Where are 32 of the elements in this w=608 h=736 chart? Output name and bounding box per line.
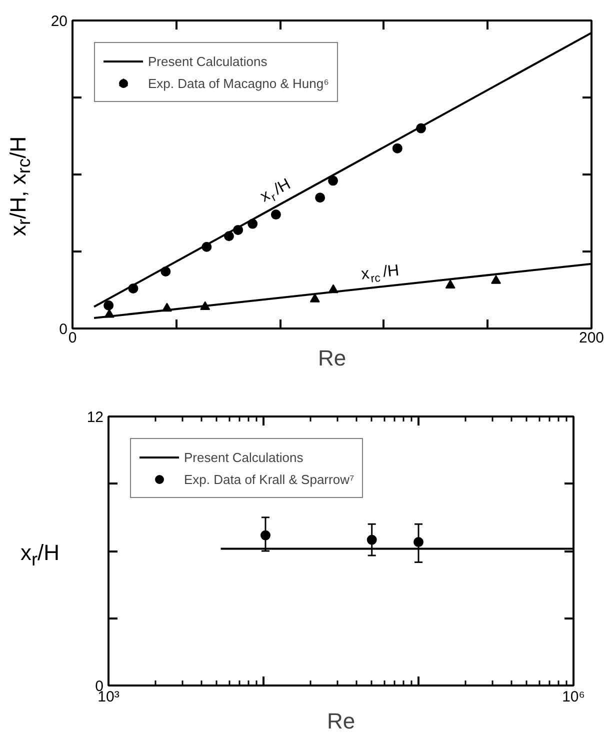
point	[416, 123, 426, 134]
y-tick-label: 12	[86, 409, 104, 426]
point	[328, 284, 338, 294]
point	[310, 294, 320, 302]
x-tick-label: 10⁶	[562, 688, 585, 706]
point	[445, 280, 456, 288]
legend-label: Exp. Data of Macagno & Hung⁶	[148, 76, 329, 90]
point	[248, 218, 258, 229]
point	[202, 242, 212, 252]
point	[104, 300, 114, 310]
annotation: xrc/H	[360, 262, 400, 286]
x-axis-title: Re	[318, 346, 346, 370]
point	[128, 283, 138, 294]
legend-label: Exp. Data of Krall & Sparrow⁷	[184, 472, 354, 486]
legend-label: Present Calculations	[148, 54, 268, 68]
point	[224, 231, 234, 242]
point	[233, 224, 244, 235]
point	[270, 210, 281, 220]
point	[104, 308, 114, 318]
y-axis-title: x$_{r}$/H	[20, 538, 60, 572]
x-axis-title: Re	[326, 708, 356, 734]
point	[392, 143, 402, 154]
point	[328, 176, 338, 186]
annotation: xr/H	[258, 176, 294, 206]
point	[315, 192, 326, 203]
x-tick-label: 200	[578, 330, 604, 346]
y-tick-label: 20	[50, 13, 68, 30]
point	[160, 266, 171, 277]
point	[162, 302, 172, 312]
point	[491, 275, 502, 284]
legend-label: Present Calculations	[184, 450, 304, 464]
point	[200, 301, 210, 310]
